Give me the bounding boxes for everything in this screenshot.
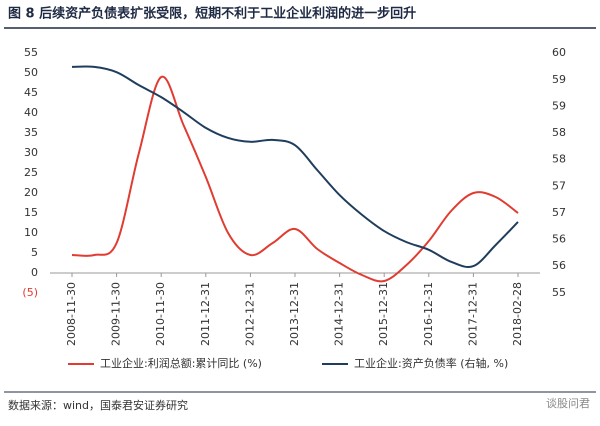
- y-tick-label: 35: [24, 126, 38, 139]
- y2-tick-label: 55: [552, 286, 566, 299]
- series-line: [71, 75, 519, 283]
- x-tick-label: 2015-12-31: [377, 282, 390, 346]
- x-tick-label: 2018-02-28: [511, 282, 524, 346]
- y-tick-label: 20: [24, 186, 38, 199]
- y-tick-label: 40: [24, 106, 38, 119]
- legend-label: 工业企业:资产负债率 (右轴, %): [354, 356, 508, 370]
- y-tick-label: 30: [24, 146, 38, 159]
- y-tick-label: 50: [24, 66, 38, 79]
- y2-tick-label: 58: [552, 153, 566, 166]
- x-tick-label: 2008-11-30: [65, 282, 78, 346]
- y-tick-label: (5): [22, 286, 38, 299]
- watermark: 谈股问君: [546, 397, 590, 410]
- series-line: [71, 65, 519, 269]
- y2-tick-label: 60: [552, 46, 566, 59]
- y-tick-label: 15: [24, 206, 38, 219]
- y2-tick-label: 59: [552, 73, 566, 86]
- y2-tick-label: 57: [552, 206, 566, 219]
- x-tick-label: 2011-12-31: [199, 282, 212, 346]
- chart-title: 图 8 后续资产负债表扩张受限，短期不利于工业企业利润的进一步回升: [8, 6, 416, 22]
- x-tick-label: 2012-12-31: [243, 282, 256, 346]
- y2-tick-label: 57: [552, 179, 566, 192]
- x-tick-label: 2017-12-31: [466, 282, 479, 346]
- y-tick-label: 10: [24, 226, 38, 239]
- y2-tick-label: 59: [552, 99, 566, 112]
- y-tick-label: 55: [24, 46, 38, 59]
- x-tick-label: 2016-12-31: [422, 282, 435, 346]
- x-tick-label: 2013-12-31: [288, 282, 301, 346]
- y2-tick-label: 56: [552, 233, 566, 246]
- y2-tick-label: 58: [552, 126, 566, 139]
- legend-label: 工业企业:利润总额:累计同比 (%): [100, 356, 262, 370]
- x-tick-label: 2009-11-30: [110, 282, 123, 346]
- y2-tick-label: 56: [552, 259, 566, 272]
- source: 数据来源：wind，国泰君安证券研究: [8, 398, 188, 412]
- x-tick-label: 2010-11-30: [154, 282, 167, 346]
- y-tick-label: 0: [31, 266, 38, 279]
- y-tick-label: 45: [24, 86, 38, 99]
- y-tick-label: 5: [31, 246, 38, 259]
- y-tick-label: 25: [24, 166, 38, 179]
- x-tick-label: 2014-12-31: [333, 282, 346, 346]
